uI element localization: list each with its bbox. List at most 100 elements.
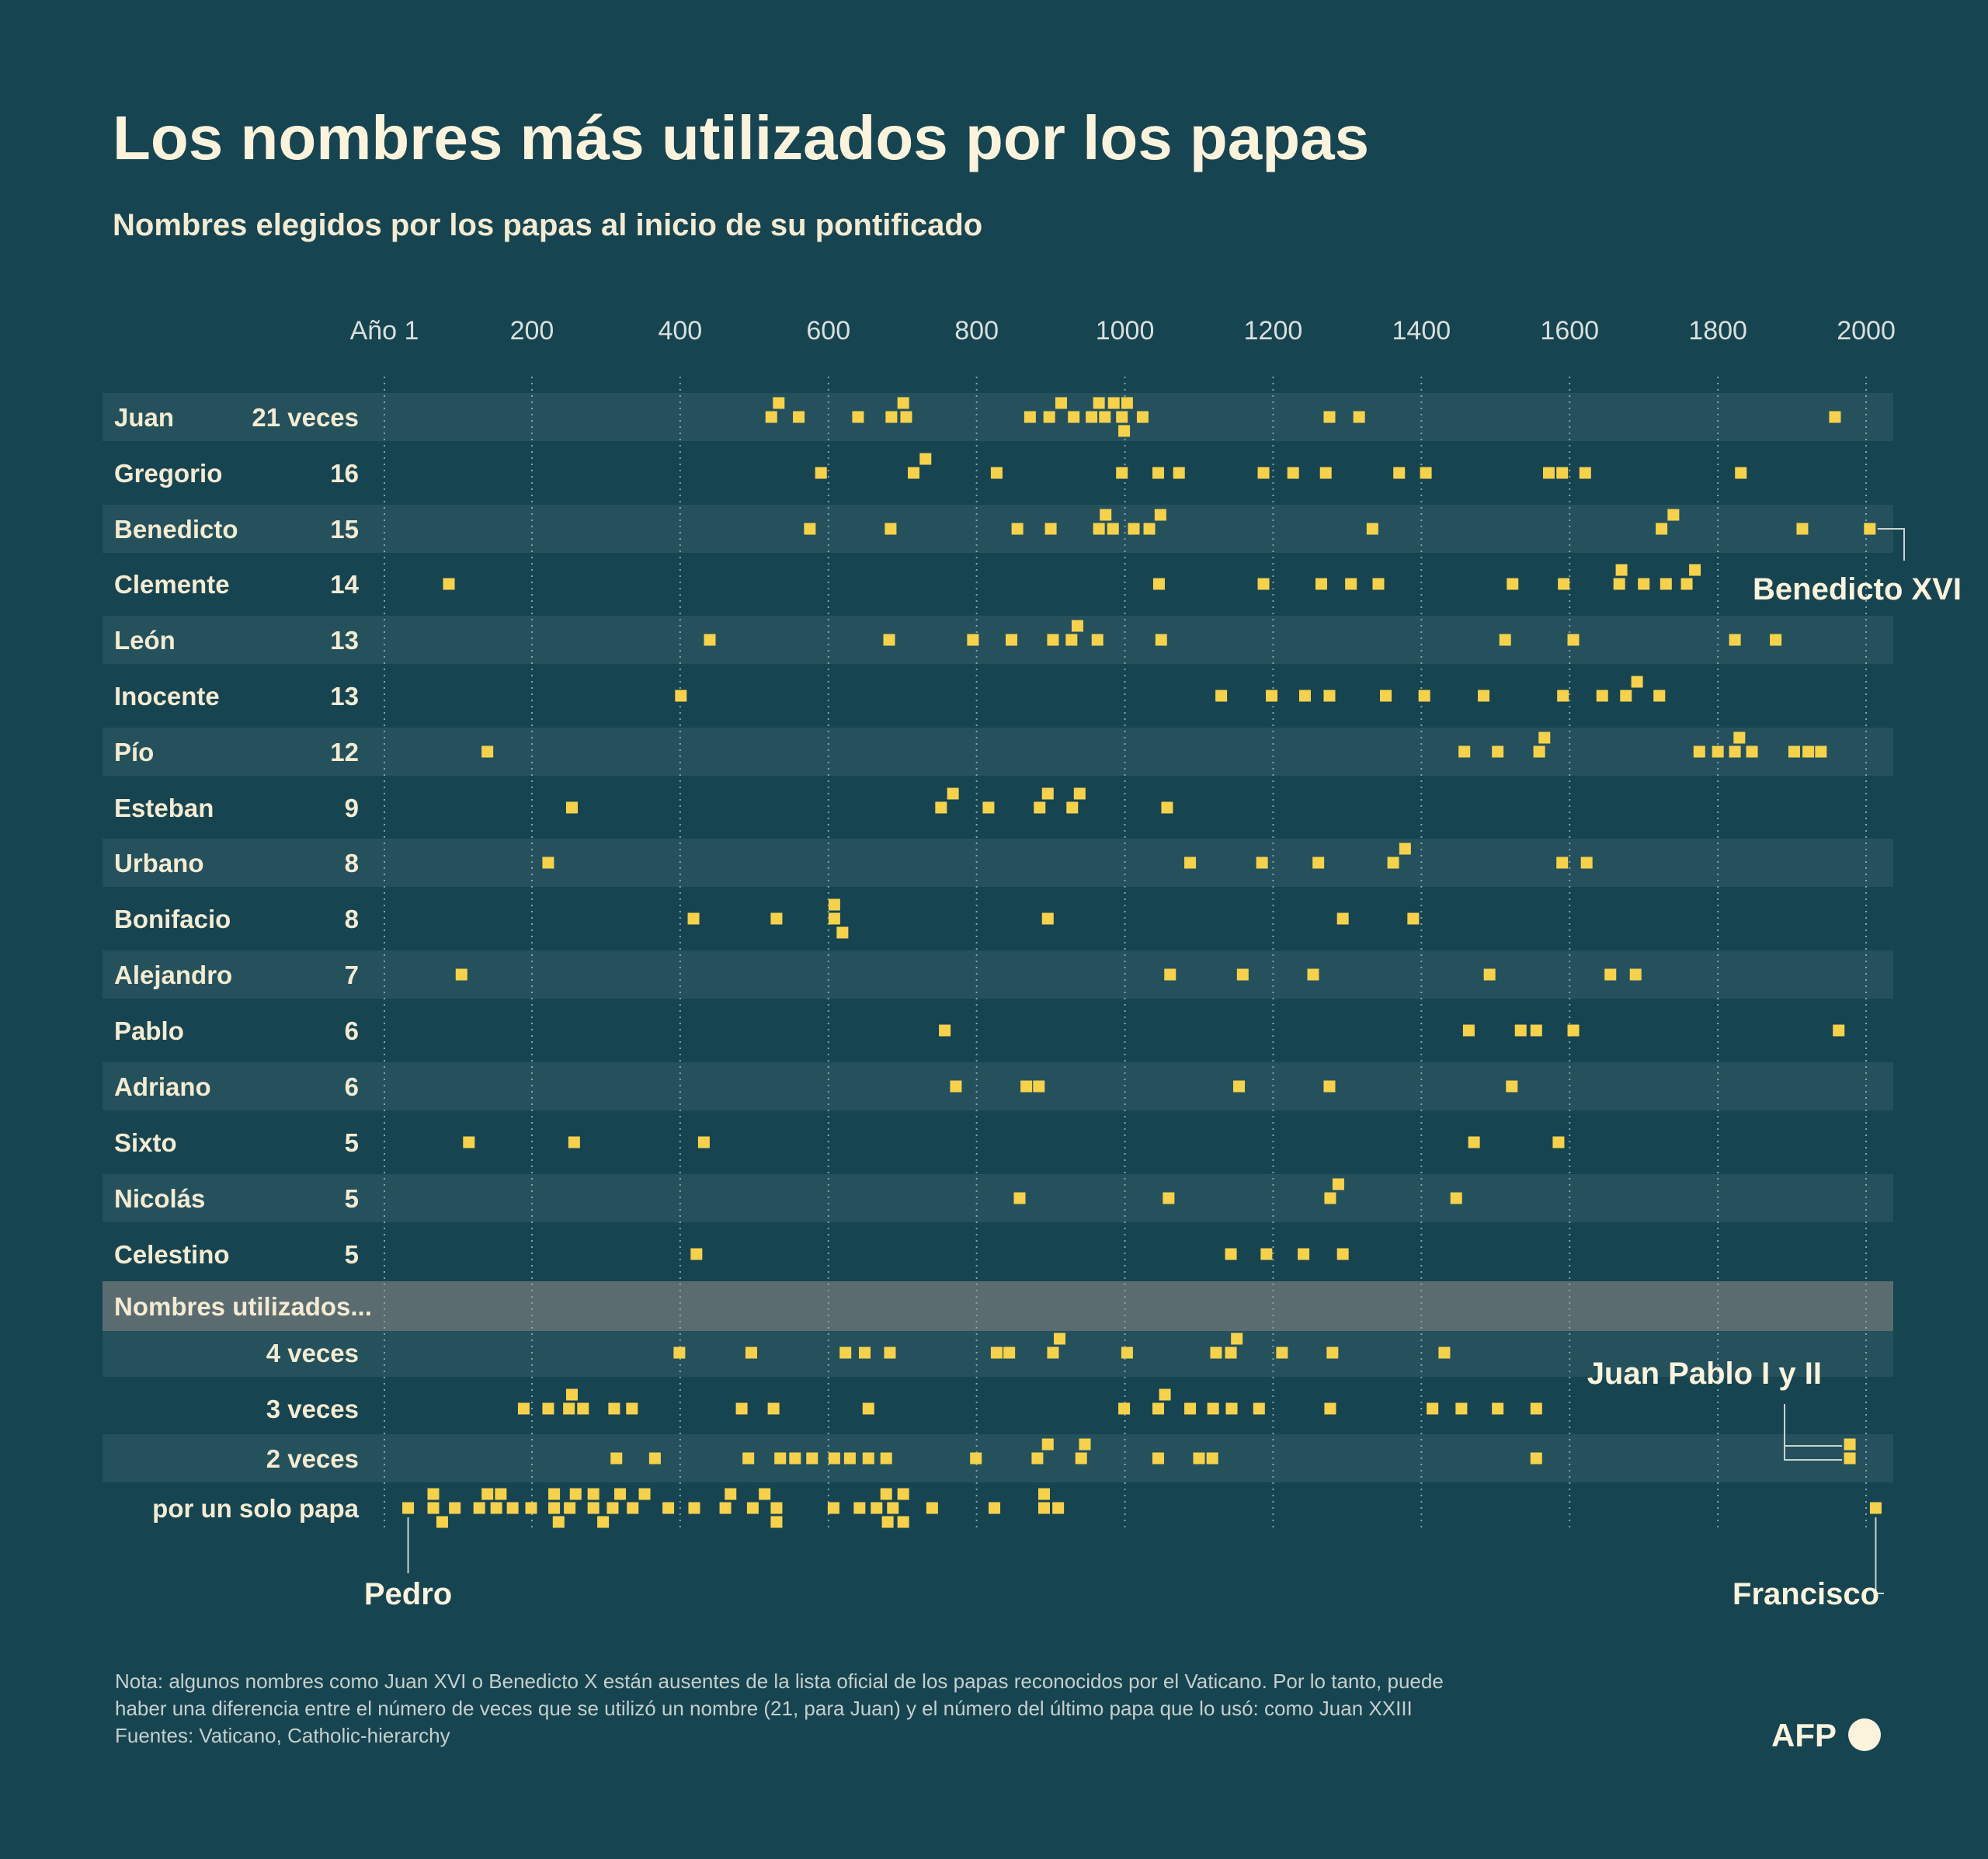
pope-marker xyxy=(1604,968,1617,981)
pope-marker xyxy=(1266,690,1278,702)
pope-marker xyxy=(1735,467,1747,479)
pope-marker xyxy=(1260,1248,1273,1260)
pope-marker xyxy=(1093,397,1105,409)
row-name: Pío xyxy=(114,738,154,766)
chart-subtitle: Nombres elegidos por los papas al inicio… xyxy=(113,208,982,242)
pope-marker xyxy=(449,1502,461,1514)
pope-marker xyxy=(770,1502,783,1514)
pope-marker xyxy=(1667,509,1680,521)
pope-marker xyxy=(687,912,700,925)
pope-marker xyxy=(1319,467,1332,479)
pope-marker xyxy=(1298,690,1311,702)
pope-marker xyxy=(774,1452,787,1465)
pope-marker xyxy=(1530,1024,1542,1037)
pope-marker xyxy=(1326,1346,1339,1359)
pope-marker xyxy=(1118,425,1131,437)
pope-marker xyxy=(675,690,687,702)
pope-marker xyxy=(1193,1452,1205,1465)
pope-marker xyxy=(1366,523,1378,535)
pope-marker xyxy=(1829,411,1841,423)
pope-marker xyxy=(871,1502,883,1514)
pope-marker xyxy=(1380,690,1392,702)
pope-marker xyxy=(587,1502,600,1514)
annotations: Benedicto XVI Juan Pablo I y II Pedro Franc… xyxy=(364,528,1962,1611)
pope-marker xyxy=(862,1402,874,1415)
pope-marker xyxy=(1161,801,1173,814)
pope-marker xyxy=(827,1502,839,1514)
pope-marker xyxy=(1462,1024,1475,1037)
pope-marker xyxy=(1746,745,1758,758)
pope-marker xyxy=(793,411,805,423)
pope-marker xyxy=(1041,1438,1054,1451)
pope-marker xyxy=(1543,467,1555,479)
row-name: Celestino xyxy=(114,1240,230,1269)
pope-marker xyxy=(1024,411,1036,423)
pope-marker xyxy=(1044,523,1057,535)
pope-marker xyxy=(1116,411,1128,423)
pope-marker xyxy=(473,1502,485,1514)
pope-marker xyxy=(1653,690,1666,702)
x-axis-ticks: Año 1 200 400 600 800 1000 1200 1400 1600 1800 200… xyxy=(350,316,1896,346)
pope-marker xyxy=(1152,1402,1164,1415)
row-count: 13 xyxy=(330,626,359,655)
pope-marker xyxy=(1107,397,1120,409)
pope-marker xyxy=(1159,1388,1171,1401)
pope-marker xyxy=(614,1488,627,1500)
pope-marker xyxy=(1615,564,1628,576)
pope-marker xyxy=(1307,968,1319,981)
pope-marker xyxy=(1450,1192,1462,1204)
row-name: Alejandro xyxy=(114,961,232,989)
pope-marker xyxy=(926,1502,938,1514)
pope-marker xyxy=(767,1402,780,1415)
pope-marker xyxy=(597,1516,610,1528)
row-count: 8 xyxy=(345,905,359,933)
pope-marker xyxy=(481,1488,494,1500)
pope-marker xyxy=(725,1488,737,1500)
pope-marker xyxy=(1579,467,1591,479)
row-band xyxy=(103,505,1893,553)
pope-marker xyxy=(919,453,932,465)
other-row-label: 2 veces xyxy=(266,1444,359,1473)
pope-marker xyxy=(1336,1248,1349,1260)
pope-markers xyxy=(402,397,1882,1528)
pope-marker xyxy=(1638,578,1650,590)
x-tick-label: 1400 xyxy=(1392,316,1451,346)
pope-marker xyxy=(828,1452,840,1465)
x-tick-label: 200 xyxy=(510,316,554,346)
section-band xyxy=(103,1281,1893,1331)
pope-marker xyxy=(1533,745,1545,758)
pope-marker xyxy=(1038,1502,1051,1514)
row-name: Esteban xyxy=(114,794,214,822)
pope-marker xyxy=(1031,1452,1044,1465)
pope-marker xyxy=(1033,1080,1045,1093)
pope-marker xyxy=(990,467,1003,479)
pope-marker xyxy=(1055,397,1067,409)
pope-marker xyxy=(1257,467,1270,479)
pope-marker xyxy=(610,1452,623,1465)
x-tick-label: 1600 xyxy=(1540,316,1599,346)
pope-marker xyxy=(1538,731,1551,744)
pope-marker xyxy=(862,1452,874,1465)
pope-marker xyxy=(1116,467,1128,479)
pope-marker xyxy=(1163,1192,1175,1204)
pope-marker xyxy=(765,411,777,423)
row-band xyxy=(103,728,1893,776)
pope-marker xyxy=(1631,676,1643,688)
x-tick-label: 1200 xyxy=(1244,316,1303,346)
pope-marker xyxy=(1047,1346,1059,1359)
pope-marker xyxy=(1399,843,1411,855)
pope-marker xyxy=(836,926,849,939)
pope-marker xyxy=(427,1488,440,1500)
pope-marker xyxy=(1086,411,1098,423)
pope-marker xyxy=(759,1488,771,1500)
row-count: 12 xyxy=(330,738,359,766)
pope-marker xyxy=(704,634,716,646)
pope-marker xyxy=(887,1502,899,1514)
row-count: 5 xyxy=(345,1128,359,1157)
pope-marker xyxy=(1233,1080,1246,1093)
afp-logo-dot-icon xyxy=(1848,1718,1881,1751)
pope-marker xyxy=(1298,1248,1310,1260)
pope-marker xyxy=(1372,578,1385,590)
row-count: 21 veces xyxy=(252,403,359,432)
row-name: Sixto xyxy=(114,1128,177,1157)
